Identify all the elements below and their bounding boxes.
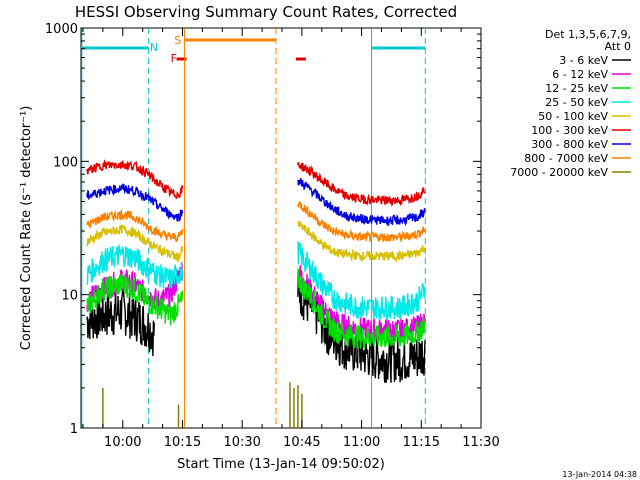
- x-tick-label: 11:30: [462, 435, 499, 450]
- series-line: [297, 220, 426, 264]
- timestamp: 13-Jan-2014 04:38: [562, 470, 637, 479]
- flag-label-s: S: [174, 34, 181, 47]
- y-axis-label: Corrected Count Rate (s⁻¹ detector⁻¹): [19, 106, 34, 351]
- x-tick-label: 11:15: [403, 435, 440, 450]
- series-line: [86, 273, 184, 326]
- legend-label: 6 - 12 keV: [552, 68, 608, 81]
- y-tick-label: 1000: [45, 22, 78, 37]
- legend-header: Det 1,3,5,6,7,9,: [545, 28, 631, 41]
- series-line: [86, 224, 184, 263]
- y-tick-label: 10: [61, 289, 78, 304]
- x-tick-label: 10:00: [104, 435, 141, 450]
- legend-label: 12 - 25 keV: [545, 82, 608, 95]
- x-tick-label: 11:00: [343, 435, 380, 450]
- legend-label: 300 - 800 keV: [531, 138, 608, 151]
- y-tick-label: 1: [70, 422, 78, 437]
- x-axis-ticks: 10:00 10:15 10:30 10:45 11:00 11:15 11:30: [82, 28, 500, 450]
- series-line: [86, 159, 184, 200]
- legend-label: 25 - 50 keV: [545, 96, 608, 109]
- legend-label: 50 - 100 keV: [538, 110, 608, 123]
- x-tick-label: 10:30: [223, 435, 260, 450]
- series-line: [297, 178, 426, 227]
- series-line: [297, 201, 426, 243]
- series-line: [86, 288, 155, 357]
- series-line: [86, 243, 184, 289]
- series-line: [297, 268, 426, 349]
- series-line: [86, 208, 184, 243]
- x-axis-label: Start Time (13-Jan-14 09:50:02): [177, 457, 385, 472]
- y-tick-label: 100: [53, 155, 78, 170]
- x-tick-label: 10:15: [164, 435, 201, 450]
- plot-frame: [80, 27, 482, 429]
- series-line: [86, 183, 184, 223]
- legend-label: 100 - 300 keV: [531, 124, 608, 137]
- series-line: [297, 161, 426, 207]
- y-axis-ticks: 1 10 100 1000: [45, 22, 481, 437]
- flag-label-n: N: [150, 41, 158, 54]
- legend-label: 800 - 7000 keV: [524, 152, 608, 165]
- flag-labels: N SF: [150, 34, 182, 65]
- series-line: [297, 241, 426, 323]
- legend-header: Att 0: [605, 40, 631, 53]
- x-tick-label: 10:45: [283, 435, 320, 450]
- legend-label: 7000 - 20000 keV: [510, 166, 608, 179]
- observation-markers: [81, 28, 426, 428]
- flag-label-f: F: [171, 52, 177, 65]
- data-series: [86, 159, 426, 428]
- chart-title: HESSI Observing Summary Count Rates, Cor…: [75, 3, 457, 21]
- legend-label: 3 - 6 keV: [559, 54, 608, 67]
